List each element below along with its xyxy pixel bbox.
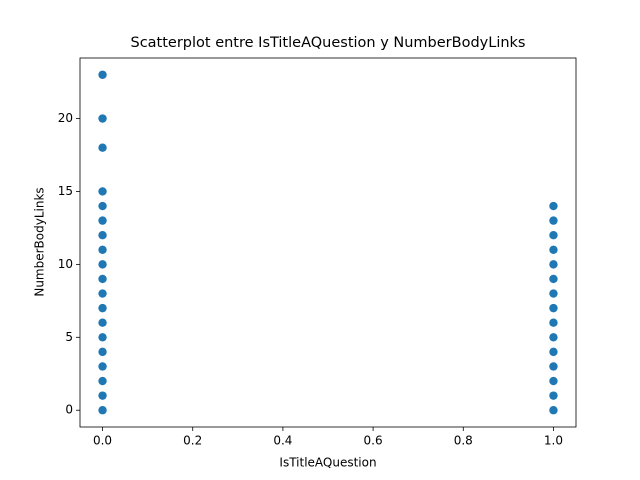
x-tick-label: 0.6: [364, 434, 383, 448]
point: [98, 143, 107, 152]
point: [549, 303, 558, 313]
point: [98, 318, 107, 327]
point: [549, 347, 558, 357]
point: [549, 260, 558, 269]
point: [549, 289, 558, 298]
y-tick-label: 0: [65, 403, 73, 417]
point: [98, 333, 107, 342]
point: [98, 289, 107, 298]
point: [98, 245, 107, 254]
x-tick-label: 1.0: [544, 434, 563, 448]
point: [549, 406, 558, 415]
point: [549, 245, 558, 254]
point: [98, 114, 107, 123]
y-tick-label: 20: [58, 111, 73, 125]
point: [549, 216, 558, 225]
point: [549, 362, 558, 371]
point: [98, 406, 107, 415]
y-tick-label: 5: [65, 330, 73, 344]
point: [98, 274, 107, 284]
point: [98, 376, 107, 386]
x-tick-label: 0.4: [273, 434, 292, 448]
y-tick-label: 10: [58, 257, 73, 271]
point: [549, 274, 558, 284]
x-tick-label: 0.0: [93, 434, 112, 448]
y-axis-label: NumberBodyLinks: [33, 187, 47, 296]
point: [98, 260, 107, 269]
point: [98, 187, 107, 196]
point: [98, 216, 107, 225]
point: [98, 362, 107, 371]
point: [549, 391, 558, 400]
x-tick-label: 0.2: [183, 434, 202, 448]
point: [549, 318, 558, 327]
point: [98, 201, 107, 211]
point: [98, 347, 107, 357]
y-tick-label: 15: [58, 184, 73, 198]
point: [98, 70, 107, 79]
point: [549, 376, 558, 386]
point: [549, 231, 558, 240]
x-tick-label: 0.8: [454, 434, 473, 448]
point: [98, 391, 107, 400]
point: [98, 231, 107, 240]
point: [98, 303, 107, 313]
point: [549, 333, 558, 342]
plot-frame: [79, 57, 577, 428]
point: [549, 201, 558, 211]
x-axis-label: IsTitleAQuestion: [279, 456, 376, 470]
chart-title: Scatterplot entre IsTitleAQuestion y Num…: [130, 35, 525, 51]
